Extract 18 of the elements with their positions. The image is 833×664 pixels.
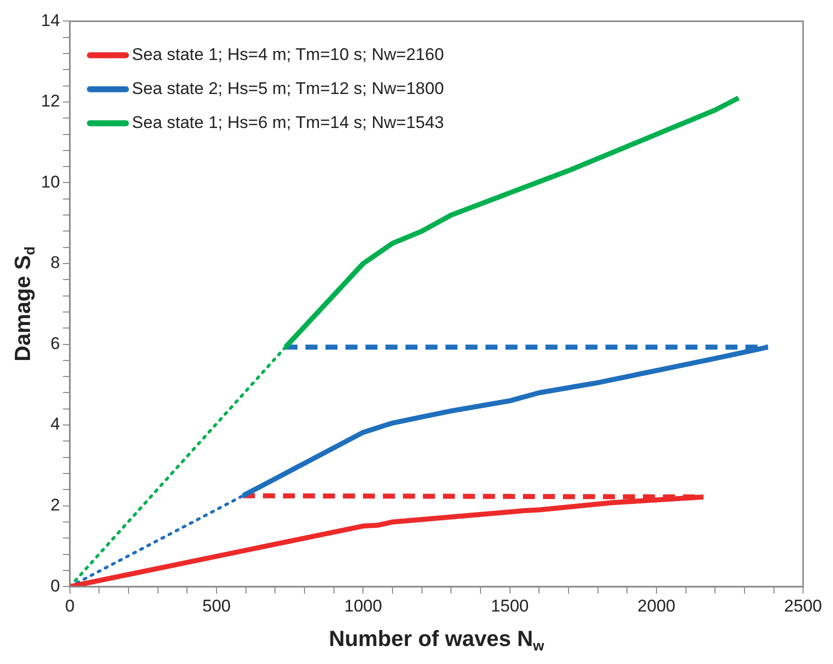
x-tick-label: 1500 — [490, 596, 529, 616]
legend-label: Sea state 1; Hs=6 m; Tm=14 s; Nw=1543 — [132, 112, 444, 132]
y-tick-label: 12 — [40, 92, 60, 111]
y-tick-label: 8 — [50, 253, 60, 272]
y-tick-label: 14 — [40, 10, 60, 30]
y-tick-label: 4 — [50, 414, 60, 434]
legend-label: Sea state 1; Hs=4 m; Tm=10 s; Nw=2160 — [132, 44, 444, 64]
x-tick-label: 500 — [202, 596, 231, 616]
y-tick-label: 6 — [50, 334, 60, 353]
y-tick-label: 2 — [50, 496, 60, 515]
y-tick-label: 0 — [50, 576, 60, 596]
x-tick-label: 2000 — [638, 596, 676, 616]
x-tick-label: 0 — [65, 596, 75, 616]
legend-label: Sea state 2; Hs=5 m; Tm=12 s; Nw=1800 — [132, 78, 444, 98]
x-tick-label: 1000 — [344, 596, 382, 616]
x-tick-label: 2500 — [784, 596, 822, 616]
y-tick-label: 10 — [40, 172, 60, 192]
y-axis-title: Damage Sd — [10, 246, 39, 362]
